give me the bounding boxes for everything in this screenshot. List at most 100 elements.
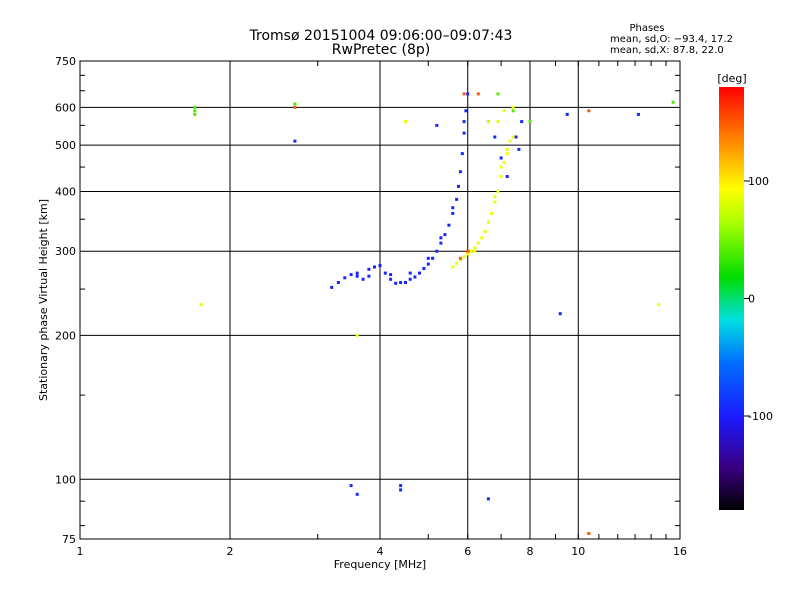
data-point xyxy=(636,112,640,116)
data-point xyxy=(458,256,462,260)
data-point xyxy=(422,267,426,270)
data-point xyxy=(458,170,462,174)
data-point xyxy=(373,265,376,269)
data-point xyxy=(355,271,359,275)
data-point xyxy=(199,303,203,307)
data-point xyxy=(502,109,506,113)
data-point xyxy=(490,211,494,215)
data-point xyxy=(476,92,480,96)
data-point xyxy=(355,492,359,496)
colorbar-tick-label: 100 xyxy=(748,175,769,188)
grid xyxy=(80,61,680,539)
data-point xyxy=(486,497,490,501)
data-point xyxy=(502,161,506,164)
data-point xyxy=(462,120,466,124)
data-point xyxy=(499,156,503,160)
x-tick-label: 10 xyxy=(571,545,585,558)
data-point xyxy=(496,92,500,96)
y-tick-label: 500 xyxy=(55,139,76,152)
data-point xyxy=(367,274,371,278)
data-point xyxy=(361,277,365,281)
data-point xyxy=(464,109,468,113)
x-tick-label: 6 xyxy=(464,545,471,558)
data-point xyxy=(408,277,412,281)
data-point xyxy=(383,271,387,275)
data-point xyxy=(426,256,430,260)
data-point xyxy=(447,223,451,227)
y-tick-label: 300 xyxy=(55,245,76,258)
data-point xyxy=(511,109,515,113)
data-point xyxy=(587,532,591,535)
data-point xyxy=(443,233,447,237)
data-point xyxy=(330,285,334,289)
y-tick-label: 750 xyxy=(55,55,76,68)
data-point xyxy=(499,165,503,169)
colorbar: [deg] 100 0 -100 xyxy=(717,72,773,510)
data-point xyxy=(496,190,500,193)
y-tick-label: 400 xyxy=(55,185,76,198)
data-point xyxy=(389,277,393,281)
data-point xyxy=(399,281,403,284)
y-tick-label: 200 xyxy=(55,329,76,342)
data-point xyxy=(455,197,459,201)
colorbar-label: [deg] xyxy=(717,72,746,85)
data-point xyxy=(486,120,490,124)
x-axis-label: Frequency [MHz] xyxy=(334,558,426,571)
data-point xyxy=(451,265,455,269)
data-point xyxy=(193,109,197,113)
data-point xyxy=(431,256,435,260)
data-point xyxy=(476,241,480,245)
x-tick-label: 1 xyxy=(77,545,84,558)
data-point xyxy=(493,200,497,204)
data-point xyxy=(511,105,515,109)
data-point xyxy=(466,252,470,256)
stats-line-x: mean, sd,X: 87.8, 22.0 xyxy=(610,45,724,56)
data-point xyxy=(367,267,371,271)
data-point xyxy=(435,249,439,253)
data-point xyxy=(505,175,509,178)
data-point xyxy=(293,105,297,109)
data-point xyxy=(394,281,398,285)
colorbar-ticks: 100 0 -100 xyxy=(744,175,773,423)
data-points xyxy=(193,92,675,535)
data-point xyxy=(496,120,500,124)
data-point xyxy=(455,261,459,265)
data-point xyxy=(493,135,497,139)
data-point xyxy=(462,255,466,259)
data-point xyxy=(486,220,490,224)
data-point xyxy=(408,271,412,275)
x-tick-label: 2 xyxy=(227,545,234,558)
data-point xyxy=(671,100,675,104)
data-point xyxy=(439,236,443,240)
data-point xyxy=(528,120,532,124)
data-point xyxy=(466,92,470,96)
data-point xyxy=(505,147,509,151)
data-point xyxy=(435,123,439,127)
data-point xyxy=(480,236,484,240)
data-point xyxy=(483,229,487,233)
data-point xyxy=(473,249,477,253)
chart-subtitle: RwPretec (8p) xyxy=(332,42,430,58)
y-axis-label: Stationary phase Virtual Height [km] xyxy=(37,199,50,401)
y-tick-label: 100 xyxy=(55,473,76,486)
data-point xyxy=(469,249,473,253)
x-tick-label: 16 xyxy=(673,545,687,558)
data-point xyxy=(462,131,466,135)
x-tick-label: 8 xyxy=(527,545,534,558)
stats-heading: Phases xyxy=(629,23,664,34)
data-point xyxy=(657,303,661,307)
data-point xyxy=(505,152,509,156)
data-point xyxy=(193,112,197,116)
y-tick-label: 600 xyxy=(55,101,76,114)
data-point xyxy=(466,249,470,253)
data-point xyxy=(514,135,518,139)
data-point xyxy=(293,139,297,143)
colorbar-tick-label: -100 xyxy=(748,410,773,423)
data-point xyxy=(587,109,591,113)
data-point xyxy=(378,264,382,267)
data-point xyxy=(558,312,562,316)
data-point xyxy=(460,152,464,156)
data-point xyxy=(343,276,347,280)
